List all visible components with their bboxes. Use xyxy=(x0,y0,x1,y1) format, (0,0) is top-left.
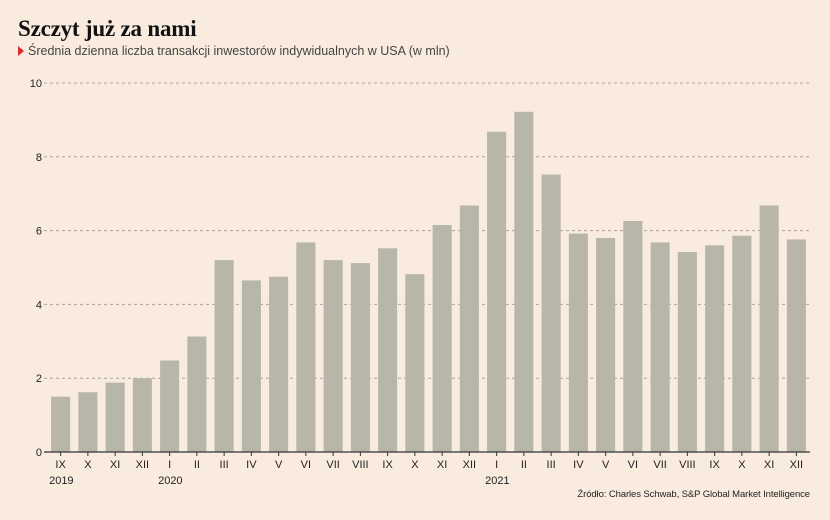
bar xyxy=(269,276,289,452)
x-tick-label: II xyxy=(521,459,527,471)
x-tick-label: VIII xyxy=(679,459,696,471)
x-tick-label: X xyxy=(84,459,92,471)
red-triangle-icon xyxy=(18,46,24,56)
y-tick-label: 4 xyxy=(36,299,42,311)
bar xyxy=(432,225,452,452)
x-tick-label: IX xyxy=(55,459,66,471)
x-tick-label: IV xyxy=(246,459,257,471)
bar xyxy=(759,205,779,452)
x-tick-label: III xyxy=(547,459,556,471)
x-tick-label: VI xyxy=(301,459,311,471)
bar xyxy=(350,263,370,452)
bar xyxy=(596,237,616,452)
x-tick-label: IX xyxy=(709,459,720,471)
bar xyxy=(623,221,643,452)
bar xyxy=(378,248,398,452)
x-tick-label: VIII xyxy=(352,459,369,471)
x-tick-label: III xyxy=(220,459,229,471)
x-tick-label: IV xyxy=(573,459,584,471)
year-label: 2019 xyxy=(49,475,73,487)
bar xyxy=(568,233,588,452)
y-tick-label: 8 xyxy=(36,152,42,164)
bar xyxy=(677,252,697,452)
bar xyxy=(705,245,725,452)
bar xyxy=(160,360,180,452)
y-tick-label: 10 xyxy=(30,78,42,90)
bar xyxy=(405,274,425,452)
x-tick-label: II xyxy=(194,459,200,471)
x-tick-label: XI xyxy=(437,459,447,471)
bar xyxy=(650,242,670,452)
bar xyxy=(241,280,261,452)
x-tick-label: I xyxy=(495,459,498,471)
bar xyxy=(132,378,152,452)
x-tick-label: X xyxy=(738,459,746,471)
bar xyxy=(105,382,125,452)
chart-title: Szczyt już za nami xyxy=(18,16,197,41)
bar xyxy=(541,174,561,452)
y-tick-label: 6 xyxy=(36,226,42,238)
source-note: Źródło: Charles Schwab, S&P Global Marke… xyxy=(577,489,810,500)
x-tick-label: VI xyxy=(628,459,638,471)
x-tick-label: X xyxy=(411,459,419,471)
chart-subtitle-text: Średnia dzienna liczba transakcji inwest… xyxy=(28,44,450,58)
x-tick-label: I xyxy=(168,459,171,471)
bar xyxy=(732,235,752,452)
y-tick-label: 2 xyxy=(36,373,42,385)
bar xyxy=(514,111,534,453)
x-tick-label: XI xyxy=(764,459,774,471)
bar xyxy=(187,336,207,452)
bar xyxy=(51,396,71,452)
bar xyxy=(214,260,234,452)
year-label: 2020 xyxy=(158,475,182,487)
x-tick-label: VII xyxy=(326,459,339,471)
x-tick-label: XII xyxy=(136,459,149,471)
x-tick-label: XI xyxy=(110,459,120,471)
chart-subtitle: Średnia dzienna liczba transakcji inwest… xyxy=(18,44,450,58)
x-tick-label: V xyxy=(275,459,283,471)
x-tick-label: V xyxy=(602,459,610,471)
x-tick-label: VII xyxy=(653,459,666,471)
y-tick-label: 0 xyxy=(36,447,42,459)
x-tick-label: XII xyxy=(790,459,803,471)
bar xyxy=(786,239,806,452)
bar xyxy=(487,131,507,452)
bar xyxy=(459,205,479,452)
x-tick-label: XII xyxy=(463,459,476,471)
year-label: 2021 xyxy=(485,475,509,487)
bar xyxy=(323,260,343,452)
bar xyxy=(296,242,316,452)
bar xyxy=(78,392,98,452)
x-tick-label: IX xyxy=(382,459,393,471)
